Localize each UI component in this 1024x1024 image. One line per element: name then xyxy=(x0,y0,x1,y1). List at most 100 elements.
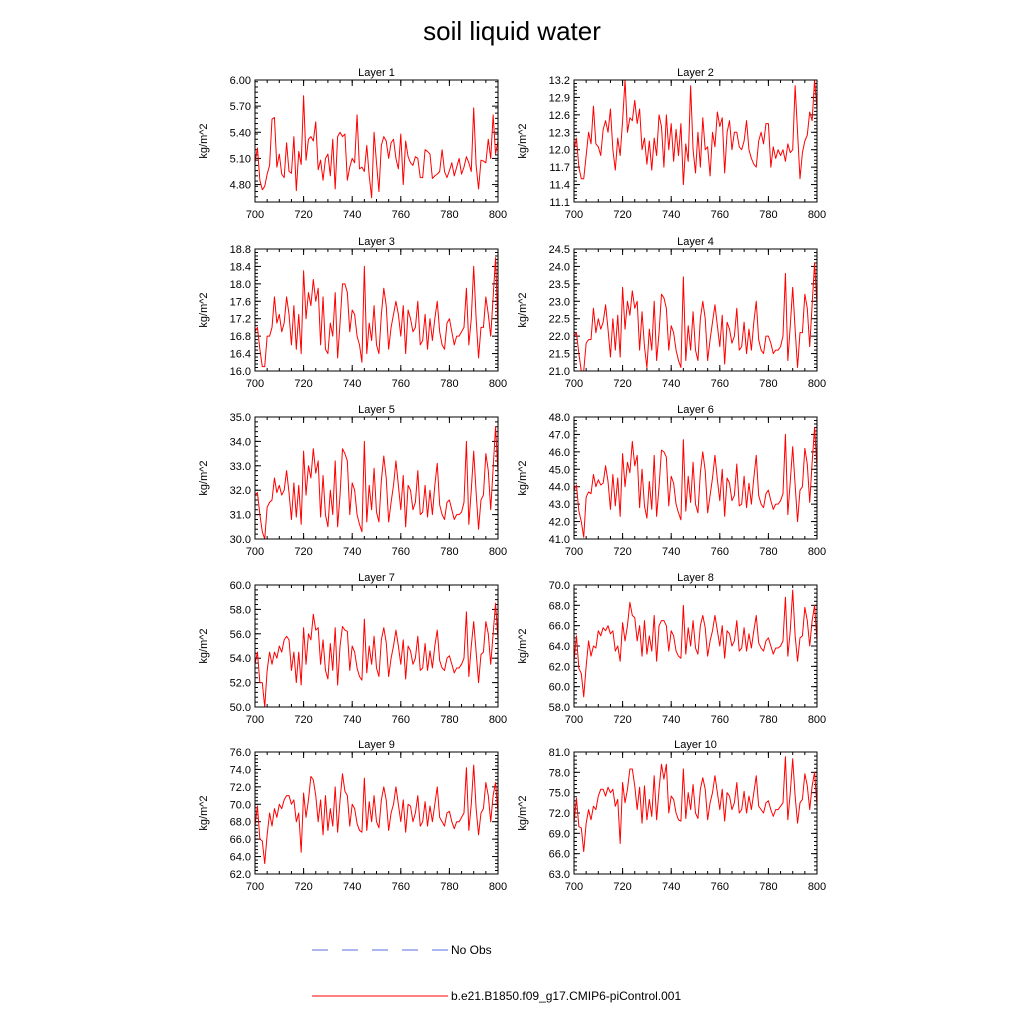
x-tick-label: 720 xyxy=(613,714,631,726)
y-tick-label: 12.6 xyxy=(549,110,570,122)
y-tick-label: 69.0 xyxy=(549,828,570,840)
panel-layer-10: Layer 10 kg/m^2 700 720 740 760 780 800 63.0 66.0… xyxy=(517,739,826,893)
x-tick-label: 740 xyxy=(343,546,361,558)
y-tick-label: 68.0 xyxy=(549,600,570,612)
y-tick-label: 60.0 xyxy=(549,682,570,694)
y-tick-label: 58.0 xyxy=(230,604,251,616)
series-line-model xyxy=(254,95,499,199)
y-tick-label: 43.0 xyxy=(549,499,570,511)
panel-layer-6: Layer 6 kg/m^2 700 720 740 760 780 800 41.0 42.0 4… xyxy=(517,404,826,558)
x-tick-label: 760 xyxy=(711,881,729,893)
y-tick-label: 12.9 xyxy=(549,92,570,104)
panel-layer-5: Layer 5 kg/m^2 700 720 740 760 780 800 30.0 31.0 3… xyxy=(198,404,507,558)
panel-layer-7: Layer 7 kg/m^2 700 720 740 760 780 800 50.0 52.0 5… xyxy=(198,572,507,726)
x-tick-label: 700 xyxy=(246,209,264,221)
x-tick-label: 780 xyxy=(759,209,777,221)
y-tick-label: 18.0 xyxy=(230,279,251,291)
plot-frame xyxy=(254,751,499,875)
y-tick-label: 63.0 xyxy=(549,869,570,881)
y-tick-label: 64.0 xyxy=(549,641,570,653)
y-axis-label: kg/m^2 xyxy=(517,795,529,830)
x-tick-label: 740 xyxy=(343,714,361,726)
panel-grid: Layer 1 kg/m^2 700 720 740 760 780 800 4.80 5.10 5… xyxy=(198,67,826,893)
y-tick-label: 12.3 xyxy=(549,127,570,139)
y-tick-label: 6.00 xyxy=(230,75,251,87)
legend: No Obs b.e21.B1850.f09_g17.CMIP6-piContr… xyxy=(312,943,681,1003)
y-tick-label: 66.0 xyxy=(549,849,570,861)
y-tick-label: 5.40 xyxy=(230,127,251,139)
plot-frame xyxy=(254,248,499,372)
y-tick-label: 11.4 xyxy=(549,180,570,192)
y-axis-label: kg/m^2 xyxy=(198,123,210,158)
x-tick-label: 800 xyxy=(489,546,507,558)
x-tick-label: 740 xyxy=(662,546,680,558)
x-tick-label: 700 xyxy=(246,378,264,390)
y-tick-label: 30.0 xyxy=(230,534,251,546)
plot-frame xyxy=(573,751,818,875)
x-tick-label: 740 xyxy=(662,378,680,390)
x-tick-label: 760 xyxy=(392,546,410,558)
y-tick-label: 72.0 xyxy=(549,808,570,820)
x-tick-label: 780 xyxy=(759,714,777,726)
panel-title: Layer 5 xyxy=(358,404,395,416)
y-tick-label: 52.0 xyxy=(230,678,251,690)
y-tick-label: 16.8 xyxy=(230,331,251,343)
x-tick-label: 760 xyxy=(392,714,410,726)
series-line-model xyxy=(254,602,499,708)
x-tick-label: 760 xyxy=(392,378,410,390)
panel-title: Layer 6 xyxy=(677,404,714,416)
y-tick-label: 60.0 xyxy=(230,580,251,592)
x-tick-label: 800 xyxy=(808,378,826,390)
y-tick-label: 50.0 xyxy=(230,702,251,714)
x-tick-label: 720 xyxy=(294,881,312,893)
x-tick-label: 740 xyxy=(662,209,680,221)
y-tick-label: 75.0 xyxy=(549,788,570,800)
y-tick-label: 17.2 xyxy=(230,314,251,326)
panel-title: Layer 3 xyxy=(358,236,395,248)
x-tick-label: 720 xyxy=(294,209,312,221)
x-tick-label: 700 xyxy=(565,546,583,558)
y-tick-label: 13.2 xyxy=(549,75,570,87)
y-tick-label: 21.0 xyxy=(549,366,570,378)
panel-layer-4: Layer 4 kg/m^2 700 720 740 760 780 800 21.0 21.5 2… xyxy=(517,236,826,390)
series-line-model xyxy=(254,764,499,865)
y-tick-label: 45.0 xyxy=(549,464,570,476)
x-tick-label: 760 xyxy=(392,881,410,893)
y-tick-label: 56.0 xyxy=(230,629,251,641)
x-tick-label: 760 xyxy=(711,209,729,221)
x-tick-label: 720 xyxy=(294,378,312,390)
y-axis-label: kg/m^2 xyxy=(198,795,210,830)
series-line-model xyxy=(254,426,499,540)
x-tick-label: 720 xyxy=(294,546,312,558)
plot-frame xyxy=(254,79,499,203)
x-tick-label: 800 xyxy=(808,546,826,558)
y-tick-label: 31.0 xyxy=(230,510,251,522)
y-tick-label: 62.0 xyxy=(230,869,251,881)
x-tick-label: 720 xyxy=(294,714,312,726)
x-tick-label: 780 xyxy=(440,209,458,221)
y-tick-label: 66.0 xyxy=(549,621,570,633)
y-tick-label: 62.0 xyxy=(549,661,570,673)
y-tick-label: 44.0 xyxy=(549,482,570,494)
y-tick-label: 70.0 xyxy=(549,580,570,592)
legend-model-label: b.e21.B1850.f09_g17.CMIP6-piControl.001 xyxy=(451,989,681,1003)
y-tick-label: 42.0 xyxy=(549,517,570,529)
y-tick-label: 5.70 xyxy=(230,101,251,113)
panel-title: Layer 10 xyxy=(674,739,717,751)
x-tick-label: 720 xyxy=(613,881,631,893)
x-tick-label: 800 xyxy=(489,714,507,726)
x-tick-label: 780 xyxy=(759,546,777,558)
panel-title: Layer 7 xyxy=(358,572,395,584)
y-axis-label: kg/m^2 xyxy=(198,460,210,495)
panel-title: Layer 9 xyxy=(358,739,395,751)
y-tick-label: 22.0 xyxy=(549,331,570,343)
y-tick-label: 58.0 xyxy=(549,702,570,714)
figure-title: soil liquid water xyxy=(423,16,601,46)
y-tick-label: 12.0 xyxy=(549,145,570,157)
y-tick-label: 78.0 xyxy=(549,767,570,779)
y-tick-label: 35.0 xyxy=(230,412,251,424)
y-axis-label: kg/m^2 xyxy=(198,292,210,327)
panel-title: Layer 2 xyxy=(677,67,714,79)
y-tick-label: 18.4 xyxy=(230,261,251,273)
y-tick-label: 24.0 xyxy=(549,261,570,273)
